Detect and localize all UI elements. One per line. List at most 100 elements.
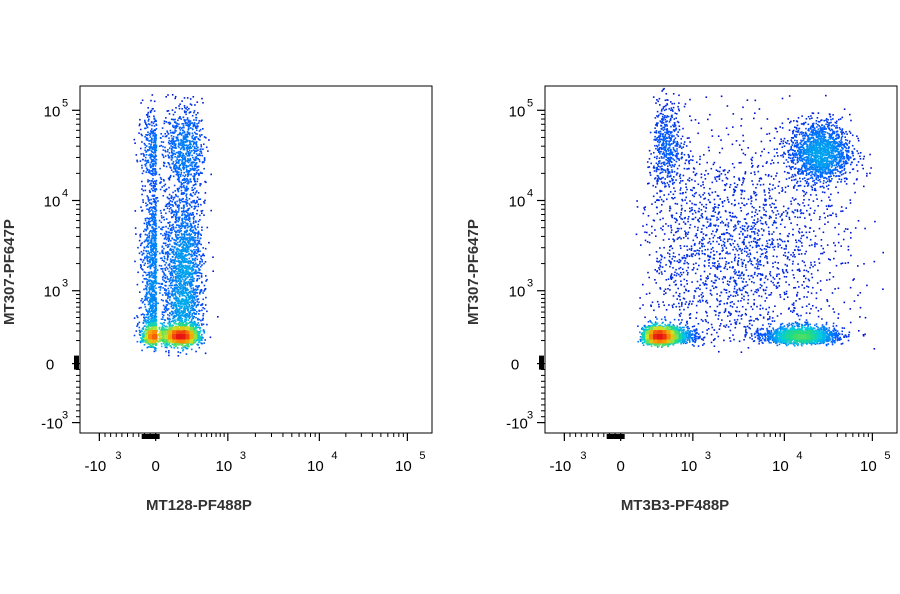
event-point <box>195 245 198 248</box>
event-point <box>185 239 187 241</box>
event-point <box>164 149 166 152</box>
event-point <box>157 334 160 336</box>
event-point <box>153 110 156 112</box>
event-point <box>185 133 187 136</box>
event-point <box>154 251 156 253</box>
event-point <box>161 127 164 129</box>
event-point <box>183 255 185 257</box>
event-point <box>179 175 182 178</box>
event-point <box>153 290 156 293</box>
event-point <box>197 146 199 149</box>
event-point <box>173 184 176 187</box>
event-point <box>194 250 196 253</box>
event-point <box>164 346 167 349</box>
event-point <box>186 345 189 348</box>
event-point <box>190 348 193 351</box>
event-point <box>148 115 151 118</box>
event-point <box>141 188 143 190</box>
event-point <box>151 303 154 305</box>
event-point <box>180 138 182 141</box>
event-point <box>164 253 167 255</box>
event-point <box>151 184 153 187</box>
event-point <box>194 168 197 170</box>
event-point <box>180 273 183 276</box>
event-point <box>150 209 153 211</box>
event-point <box>144 165 147 167</box>
event-point <box>169 147 171 149</box>
event-point <box>193 177 196 179</box>
event-point <box>186 223 189 225</box>
event-point <box>191 122 194 124</box>
event-point <box>196 133 198 135</box>
event-point <box>148 345 151 348</box>
event-point <box>175 305 177 308</box>
event-point <box>161 322 163 325</box>
event-point <box>150 147 153 149</box>
event-point <box>147 330 149 332</box>
event-point <box>162 226 165 228</box>
event-point <box>193 205 196 208</box>
event-point <box>175 139 178 142</box>
event-point <box>170 207 172 209</box>
event-point <box>140 266 142 269</box>
event-point <box>170 204 172 206</box>
event-point <box>152 215 155 218</box>
event-point <box>152 262 154 265</box>
event-point <box>139 123 141 125</box>
event-point <box>152 248 155 251</box>
event-point <box>155 155 157 157</box>
event-point <box>198 239 200 242</box>
event-point <box>151 216 153 218</box>
event-point <box>174 95 177 98</box>
event-point <box>197 220 200 223</box>
event-point <box>140 337 142 339</box>
event-point <box>177 224 179 227</box>
event-point <box>191 259 194 261</box>
event-point <box>170 261 173 263</box>
event-point <box>172 295 174 297</box>
event-point <box>177 329 179 331</box>
event-point <box>151 285 154 288</box>
event-point <box>201 119 203 122</box>
event-point <box>141 167 143 169</box>
event-point <box>201 229 203 231</box>
event-point <box>152 130 155 132</box>
event-point <box>166 326 168 328</box>
event-point <box>149 260 152 263</box>
event-point <box>187 175 189 177</box>
event-point <box>194 158 196 161</box>
event-point <box>179 117 181 119</box>
event-point <box>185 278 187 280</box>
event-point <box>183 281 186 283</box>
event-point <box>186 136 188 139</box>
event-point <box>186 106 188 108</box>
event-point <box>167 313 169 316</box>
event-point <box>196 300 198 303</box>
event-point <box>165 225 167 228</box>
event-point <box>149 338 151 341</box>
event-point <box>149 267 152 270</box>
event-point <box>193 110 196 112</box>
event-point <box>159 337 161 340</box>
event-point <box>182 322 184 325</box>
event-point <box>181 219 183 222</box>
event-point <box>188 314 191 316</box>
event-point <box>185 300 188 302</box>
event-point <box>191 312 194 315</box>
event-point <box>174 342 177 345</box>
event-point <box>153 145 156 147</box>
event-point <box>180 192 183 194</box>
event-point <box>148 232 150 234</box>
event-point <box>180 238 183 240</box>
event-point <box>174 202 176 204</box>
event-point <box>155 162 157 164</box>
event-point <box>155 224 157 227</box>
event-point <box>204 180 206 183</box>
event-point <box>142 326 145 329</box>
event-point <box>190 194 192 197</box>
event-point <box>190 214 193 216</box>
event-point <box>194 292 197 295</box>
event-point <box>191 257 194 260</box>
event-point <box>200 323 203 325</box>
event-point <box>155 247 157 250</box>
